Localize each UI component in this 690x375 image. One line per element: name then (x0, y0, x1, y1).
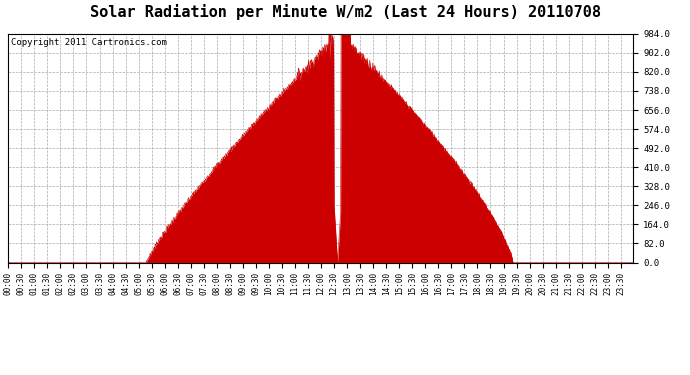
Text: Solar Radiation per Minute W/m2 (Last 24 Hours) 20110708: Solar Radiation per Minute W/m2 (Last 24… (90, 4, 600, 20)
Text: Copyright 2011 Cartronics.com: Copyright 2011 Cartronics.com (12, 38, 167, 47)
